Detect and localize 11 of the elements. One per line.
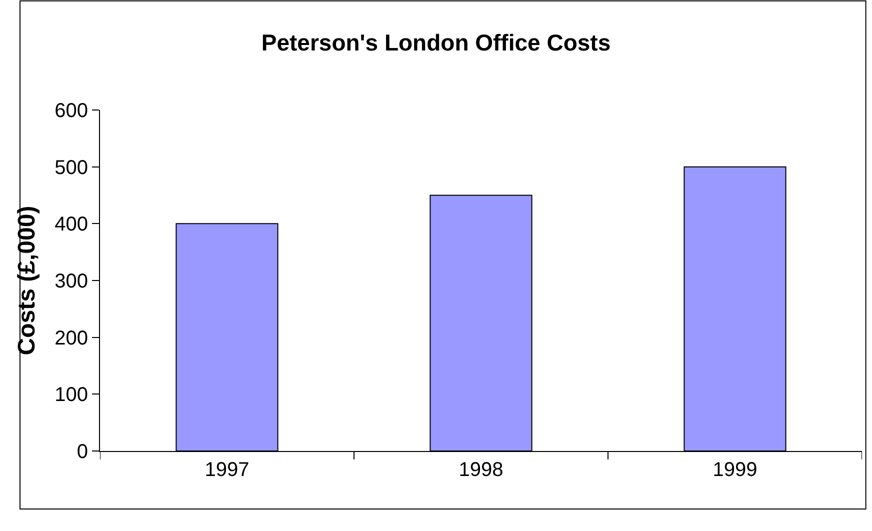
y-tick-label: 500 xyxy=(54,156,88,179)
x-tick-label: 1998 xyxy=(458,459,504,481)
y-tick-label: 0 xyxy=(76,441,88,463)
x-tick-label: 1999 xyxy=(712,459,758,481)
chart-title: Peterson's London Office Costs xyxy=(261,30,611,56)
y-tick-label: 100 xyxy=(54,384,88,406)
x-tick-label: 1997 xyxy=(204,459,250,481)
y-tick-label: 300 xyxy=(54,270,88,292)
y-tick-label: 600 xyxy=(54,100,88,122)
y-tick-label: 200 xyxy=(54,327,88,350)
y-tick-label: 400 xyxy=(54,214,88,236)
